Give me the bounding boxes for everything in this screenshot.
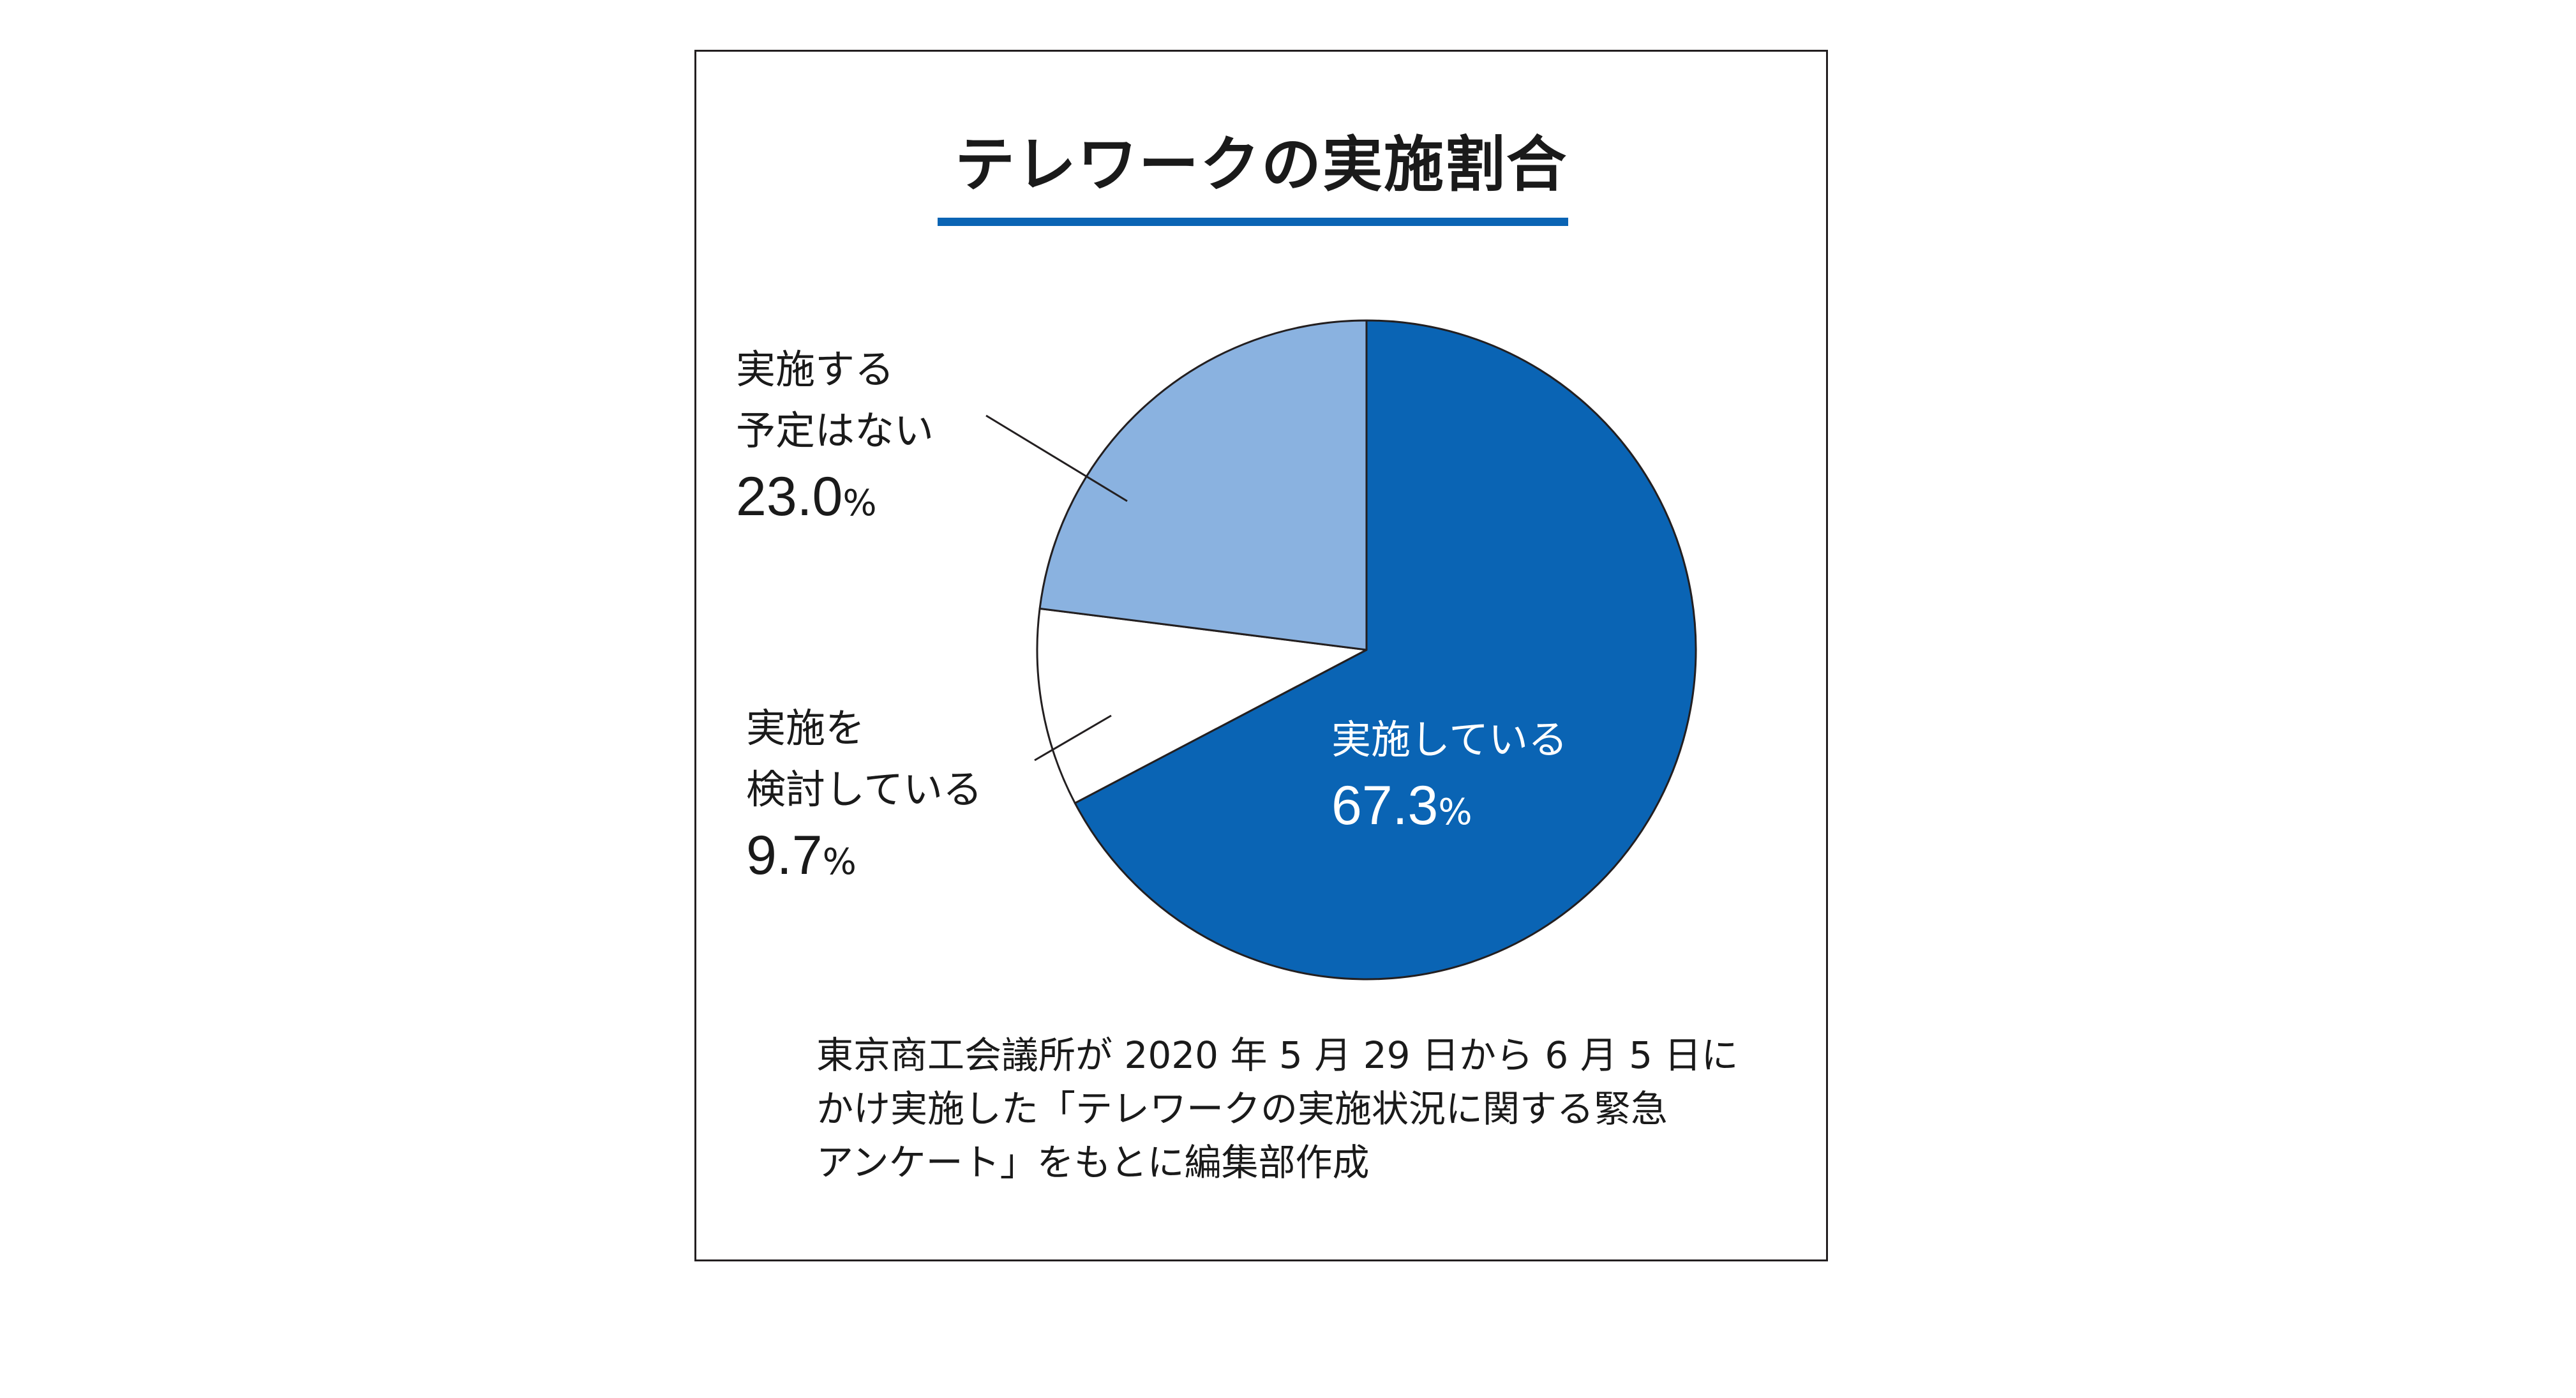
slice-value: 9.7%: [746, 820, 982, 893]
source-note: 東京商工会議所が 2020 年 5 月 29 日から 6 月 5 日に かけ実施…: [816, 1028, 1738, 1189]
pie-chart: [985, 319, 1697, 981]
chart-frame: テレワークの実施割合 実施している 67.3% 実施する 予定はない 23.0%…: [694, 50, 1828, 1261]
pie-slice-implementing: [1074, 319, 1697, 981]
slice-value-number: 67.3: [1331, 775, 1439, 836]
leader-line-considering: [1034, 714, 1112, 762]
slice-label-not-planned: 実施する 予定はない 23.0%: [736, 339, 934, 534]
chart-title: テレワークの実施割合: [954, 130, 1568, 200]
slice-label-implementing: 実施している 67.3%: [1331, 709, 1568, 843]
slice-value-unit: %: [1438, 792, 1472, 833]
slice-label-text: 予定はない: [736, 407, 934, 454]
slice-label-text: 実施している: [1331, 716, 1568, 763]
pie-slice-considering: [1036, 607, 1368, 804]
slice-label-text: 実施する: [736, 346, 895, 393]
source-note-line: かけ実施した「テレワークの実施状況に関する緊急: [816, 1087, 1668, 1131]
slice-value-unit: %: [822, 841, 857, 883]
pie-slice-not-planned: [1038, 319, 1368, 651]
slice-value-number: 23.0: [736, 466, 843, 527]
slice-value: 23.0%: [736, 462, 934, 534]
slice-value: 67.3%: [1331, 770, 1568, 843]
title-underline: [938, 218, 1568, 226]
slice-label-considering: 実施を 検討している 9.7%: [746, 698, 982, 893]
slice-value-number: 9.7: [746, 825, 823, 886]
slice-label-text: 実施を: [746, 705, 865, 751]
slice-value-unit: %: [842, 483, 877, 524]
source-note-line: 東京商工会議所が 2020 年 5 月 29 日から 6 月 5 日に: [816, 1033, 1739, 1077]
leader-line-not-planned: [985, 414, 1128, 502]
slice-label-text: 検討している: [746, 766, 983, 813]
source-note-line: アンケート」をもとに編集部作成: [816, 1141, 1370, 1184]
